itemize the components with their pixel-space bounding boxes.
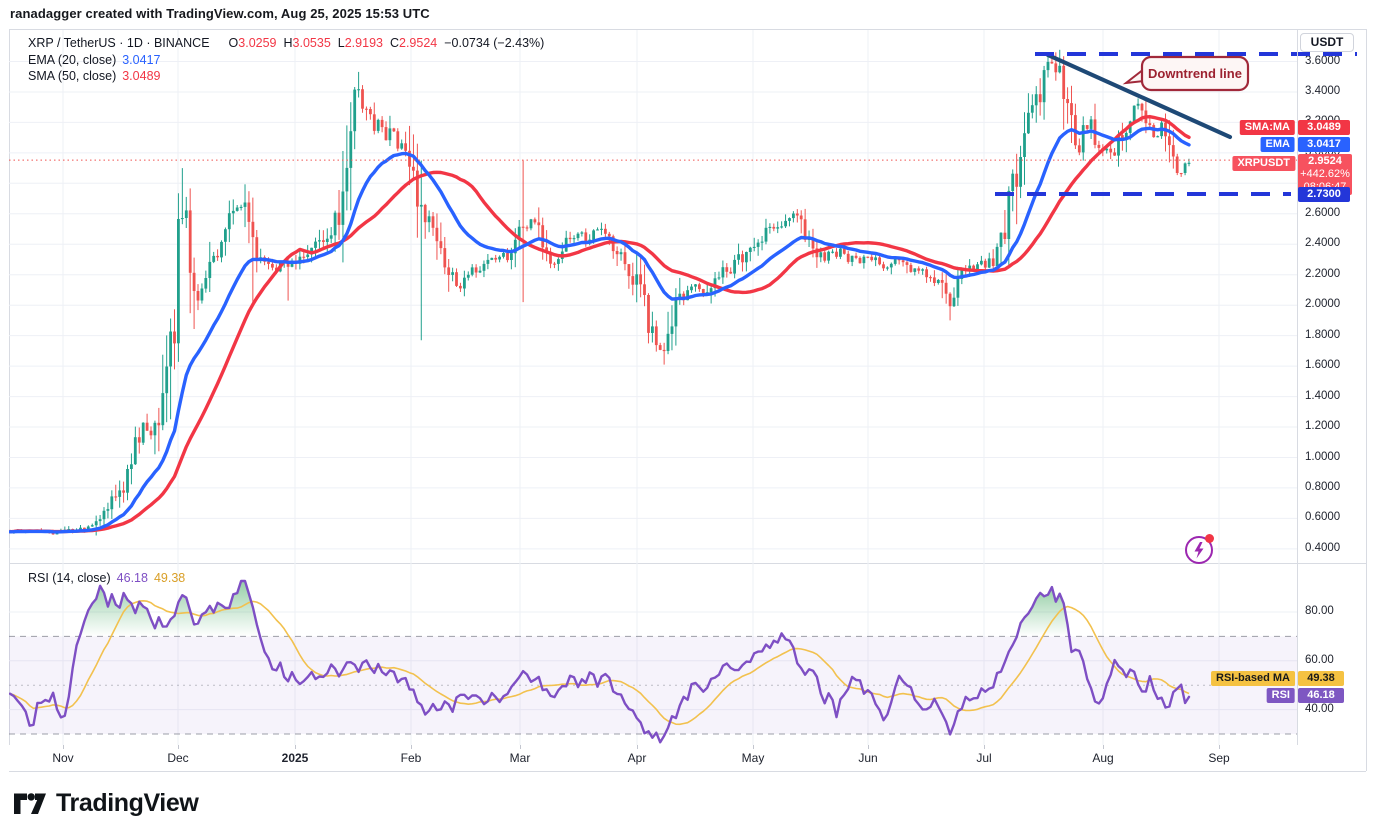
price-tick-label: 1.4000 [1305,389,1341,402]
callout-box[interactable] [1140,55,1250,92]
alert-price-axis-label[interactable]: 2.7300 [1298,187,1350,202]
ema-axis-value[interactable]: 3.0417 [1298,137,1350,152]
x-axis-label: Jul [976,751,992,765]
widget-top-border [9,29,1366,30]
tradingview-logo-mark [14,792,46,814]
rsi-value: 46.18 [116,571,148,585]
ema-legend-row[interactable]: EMA (20, close) 3.0417 [28,53,160,69]
rsi-label: RSI (14, close) [28,571,111,585]
attribution-text: ranadagger created with TradingView.com,… [10,6,430,21]
rsi-ma-axis-value[interactable]: 49.38 [1298,671,1344,686]
downtrend-trendline[interactable] [1045,52,1233,140]
rsi-legend-row[interactable]: RSI (14, close) 46.18 49.38 [28,571,185,587]
price-tick-label: 3.4000 [1305,85,1341,97]
price-tick-label: 3.6000 [1305,54,1341,67]
x-axis-tick [1219,745,1220,749]
resistance-dashed-line[interactable] [1035,52,1357,56]
rsi-axis-tag[interactable]: RSI [1266,688,1295,703]
change-value: −0.0734 (−2.43%) [444,36,545,50]
ohlc-values: O3.0259 H3.0535 L2.9193 C2.9524 −0.0734 (−2.… [228,36,545,50]
price-tick-label: 1.2000 [1305,420,1341,432]
x-axis-label: Sep [1208,751,1230,765]
x-axis-tick [178,745,179,749]
x-axis-tick [868,745,869,749]
widget-left-border [9,29,10,771]
rsi-ma-value: 49.38 [153,571,186,585]
price-tick-label: 2.2000 [1305,267,1341,280]
x-axis-label: Nov [52,751,74,765]
sma-axis-tag[interactable]: SMA:MA [1239,120,1295,135]
x-axis-tick [63,745,64,749]
x-axis-tick [411,745,412,749]
rsi-tick-label: 60.00 [1305,653,1334,666]
price-tick-label: 2.0000 [1305,298,1341,311]
lightning-bolt-glyph [1194,542,1204,559]
price-tick-label: 2.4000 [1305,237,1341,250]
price-tick-label: 0.4000 [1305,541,1341,554]
sma-axis-value[interactable]: 3.0489 [1298,120,1350,135]
x-axis-label: Apr [627,751,647,765]
price-tick-label: 0.6000 [1305,511,1341,524]
rsi-tick-label: 80.00 [1305,605,1334,617]
x-axis-tick [1103,745,1104,749]
rsi-chart-canvas[interactable] [9,563,1366,745]
x-axis-tick [637,745,638,749]
ema-value: 3.0417 [122,52,161,67]
x-axis-label: Mar [509,751,531,765]
rsi-axis-value[interactable]: 46.18 [1298,688,1344,703]
x-axis-tick [295,745,296,749]
sma-label: SMA (50, close) [28,68,117,83]
symbol-axis-tag[interactable]: XRPUSDT [1232,156,1295,171]
symbol-legend-row[interactable]: XRP / TetherUS · 1D · BINANCE O3.0259 H3.0… [28,36,544,52]
x-axis-label: 2025 [281,751,309,765]
change-percent: +442.62% [1300,168,1350,180]
price-tick-label: 1.0000 [1305,450,1341,463]
ema-axis-tag[interactable]: EMA [1260,137,1295,152]
x-axis-label: Feb [400,751,422,765]
ema-line[interactable] [9,126,1191,534]
last-price: 2.9524 [1308,155,1342,167]
x-axis-label: May [741,751,765,765]
widget-bottom-border [9,771,1366,772]
tradingview-logo[interactable]: TradingView [13,789,199,818]
price-chart-canvas[interactable]: Downtrend line [9,30,1366,563]
widget-right-border [1366,29,1367,771]
sma-value: 3.0489 [122,68,161,83]
pane-separator[interactable] [9,563,1366,564]
symbol-title: XRP / TetherUS · 1D · BINANCE [28,36,210,50]
notification-dot [1205,534,1214,543]
scale-separator[interactable] [1297,30,1298,771]
price-tick-label: 1.6000 [1305,359,1341,372]
rsi-tick-label: 40.00 [1305,702,1334,715]
time-axis[interactable]: Nov Dec 2025 Feb Mar Apr May Jun Jul Aug Sep [9,745,1366,771]
tradingview-logo-text: TradingView [56,789,199,817]
rsi-line[interactable] [9,579,1191,744]
rsi-overbought-fill [1016,587,1070,637]
ema-label: EMA (20, close) [28,52,117,67]
price-tick-label: 2.6000 [1305,206,1341,219]
sma-legend-row[interactable]: SMA (50, close) 3.0489 [28,69,160,85]
callout-label: Downtrend line [1148,66,1242,81]
x-axis-label: Jun [858,751,878,765]
x-axis-tick [984,745,985,749]
rsi-overbought-fill [79,581,260,637]
x-axis-tick [753,745,754,749]
x-axis-label: Dec [167,751,189,765]
price-tick-label: 0.8000 [1305,480,1341,493]
rsi-ma-axis-tag[interactable]: RSI-based MA [1211,671,1295,686]
support-dashed-line[interactable] [995,192,1291,196]
lightning-icon[interactable] [1185,534,1214,564]
currency-toggle-button[interactable]: USDT [1300,33,1354,52]
price-tick-label: 1.8000 [1305,328,1341,341]
x-axis-label: Aug [1092,751,1114,765]
x-axis-tick [520,745,521,749]
